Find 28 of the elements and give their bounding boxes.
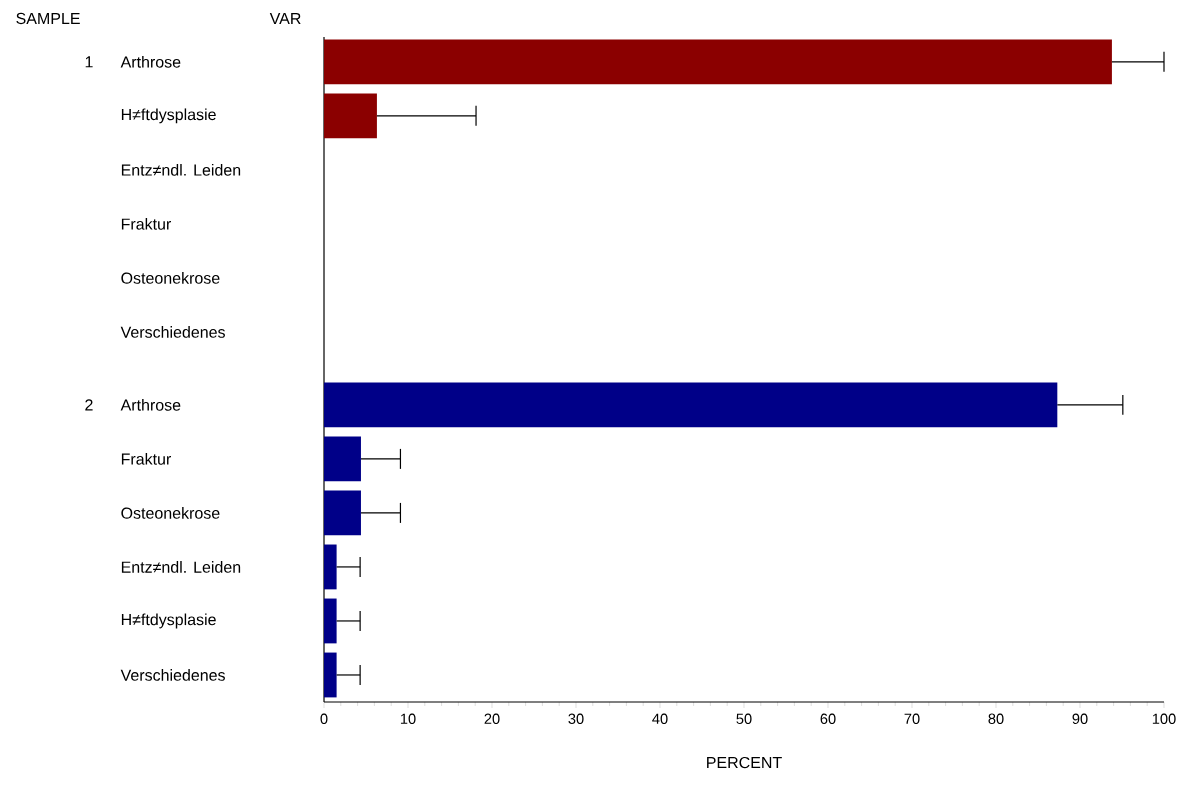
y-tick-label: Verschiedenes [120, 326, 225, 338]
y-tick-label: Entz≠ndl. Leiden [121, 164, 241, 176]
y-tick-label: Verschiedenes [120, 669, 225, 681]
x-tick-label: 90 [1072, 713, 1088, 724]
x-tick-label: 20 [484, 713, 500, 724]
text: 2 [85, 399, 93, 411]
y-axis-title: VAR [269, 13, 301, 24]
y-tick-label: H≠ftdysplasie [121, 613, 216, 629]
y-tick-label: Osteonekrose [121, 507, 220, 519]
x-tick-label: 0 [320, 713, 328, 724]
x-tick-label: 80 [988, 713, 1004, 724]
y-tick-label: Arthrose [120, 399, 181, 411]
x-tick-label: 50 [736, 713, 752, 724]
x-tick-label: 60 [820, 713, 836, 724]
y-tick-label: Entz≠ndl. Leiden [121, 561, 241, 573]
x-tick-label: 30 [568, 713, 584, 724]
x-axis-title: PERCENT [707, 756, 782, 769]
text: SAMPLE [16, 12, 80, 25]
text: 1 [85, 56, 93, 68]
x-tick-label: 40 [652, 713, 668, 724]
y-tick-label: Fraktur [121, 453, 172, 465]
x-tick-label: 70 [904, 713, 920, 724]
x-tick-label: 100 [1152, 713, 1176, 724]
y-tick-label: H≠ftdysplasie [121, 108, 216, 124]
y-tick-label: Osteonekrose [121, 272, 220, 284]
y-tick-label: Fraktur [121, 218, 172, 230]
x-tick-label: 10 [400, 713, 416, 724]
y-tick-label: Arthrose [120, 55, 181, 68]
